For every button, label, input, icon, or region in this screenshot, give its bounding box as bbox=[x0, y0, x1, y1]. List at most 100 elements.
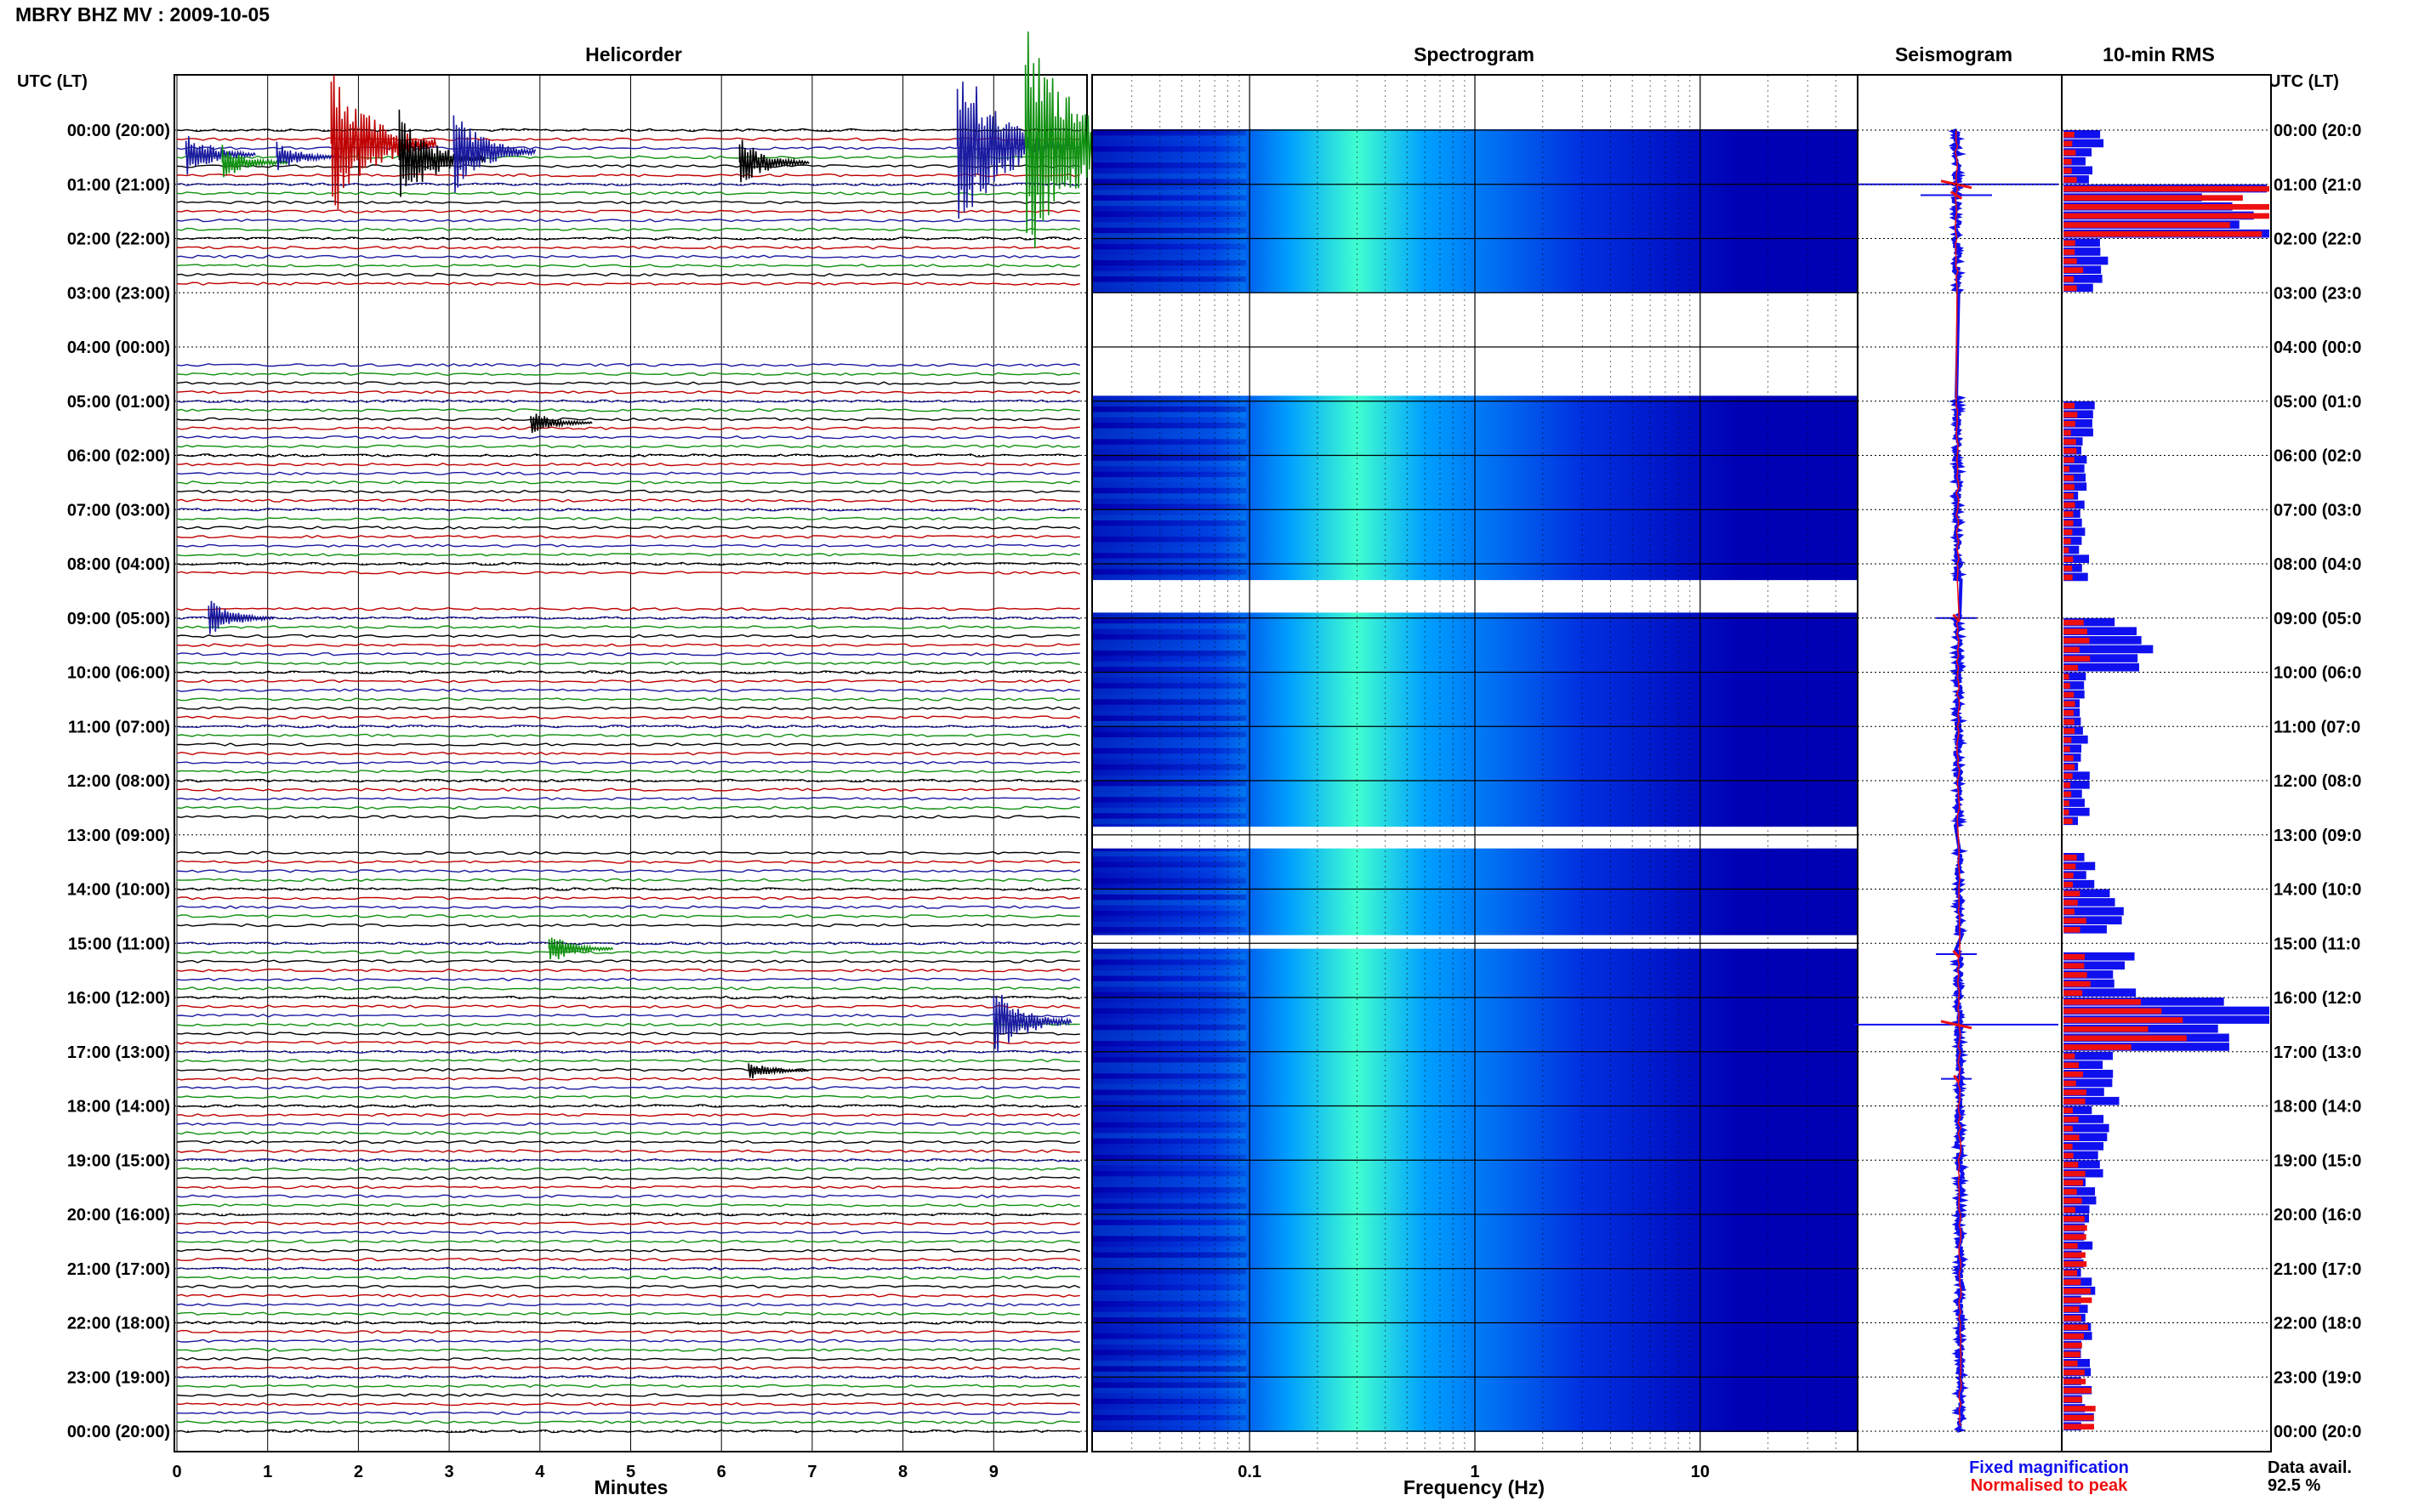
rms-bar-fixed bbox=[2063, 247, 2101, 256]
spectrogram-band bbox=[1093, 948, 1246, 954]
spectrogram-band bbox=[1093, 623, 1246, 629]
rms-bar-normalised bbox=[2063, 140, 2073, 147]
rms-bar-fixed bbox=[2063, 807, 2090, 816]
spectrogram-band bbox=[1093, 677, 1246, 684]
rms-bar-normalised bbox=[2063, 493, 2074, 499]
spectrogram-band bbox=[1093, 211, 1246, 217]
spectrogram-band bbox=[1093, 238, 1246, 244]
rms-bar-fixed bbox=[2063, 916, 2122, 924]
rms-bar-normalised bbox=[2063, 918, 2086, 924]
spectrogram-band bbox=[1093, 1149, 1246, 1155]
spectrogram-band bbox=[1093, 645, 1246, 651]
helicorder-trace bbox=[176, 408, 1080, 412]
spectrogram-band bbox=[1093, 531, 1246, 537]
helicorder-trace bbox=[176, 471, 1080, 475]
spectrogram-band bbox=[1093, 878, 1246, 884]
time-label-right: 05:00 (01:0 bbox=[2274, 393, 2361, 412]
rms-bar-fixed bbox=[2063, 545, 2080, 554]
helicorder-trace bbox=[176, 1321, 1080, 1325]
helicorder-tick-label: 0 bbox=[172, 1463, 181, 1481]
spectrogram-band bbox=[1093, 921, 1246, 928]
rms-bar-fixed bbox=[2063, 419, 2092, 428]
time-label-left: 20:00 (16:00) bbox=[67, 1206, 170, 1225]
spectrogram-band bbox=[1093, 1073, 1246, 1079]
spectrogram-band bbox=[1093, 412, 1246, 418]
helicorder-trace bbox=[176, 1429, 1080, 1434]
helicorder-event bbox=[330, 75, 437, 210]
helicorder-tick-label: 2 bbox=[354, 1463, 363, 1481]
spectrogram-band bbox=[1093, 661, 1246, 668]
helicorder-trace bbox=[176, 1077, 1080, 1081]
seismogram-spike-normalised bbox=[1953, 1074, 1960, 1083]
spectrogram-band bbox=[1093, 249, 1246, 255]
helicorder-trace bbox=[176, 742, 1080, 747]
spectrogram-band bbox=[1093, 911, 1246, 917]
helicorder-trace bbox=[176, 1094, 1080, 1100]
time-label-right: 18:00 (14:0 bbox=[2274, 1098, 2361, 1117]
spectrogram-band bbox=[1093, 206, 1246, 212]
spectrogram-band bbox=[1093, 639, 1246, 645]
spectrogram-band bbox=[1093, 786, 1246, 792]
spectrogram-band bbox=[1093, 1404, 1246, 1410]
rms-bar-normalised bbox=[2063, 574, 2073, 581]
rms-bar-normalised bbox=[2063, 421, 2075, 427]
rms-bar-fixed bbox=[2063, 1060, 2103, 1069]
time-label-left: 15:00 (11:00) bbox=[68, 935, 170, 953]
rms-bar-fixed bbox=[2063, 789, 2082, 799]
time-label-right: 06:00 (02:0 bbox=[2274, 447, 2361, 466]
helicorder-trace bbox=[176, 426, 1080, 430]
rms-bar-normalised bbox=[2063, 1089, 2086, 1095]
rms-bar-normalised bbox=[2063, 240, 2075, 247]
spectrogram-band bbox=[1093, 1219, 1246, 1225]
spectrogram-band bbox=[1093, 162, 1246, 168]
helicorder-trace bbox=[176, 1356, 1080, 1361]
helicorder-trace bbox=[176, 173, 1080, 178]
spectrogram-band bbox=[1093, 1420, 1246, 1426]
rms-bar-normalised bbox=[2063, 484, 2075, 490]
spectrogram-band bbox=[1093, 417, 1246, 423]
rms-bar-fixed bbox=[2063, 1123, 2109, 1133]
rms-bar-normalised bbox=[2063, 276, 2075, 282]
spectrogram-band bbox=[1093, 867, 1246, 873]
rms-bar-normalised bbox=[2063, 566, 2073, 571]
helicorder-trace bbox=[176, 272, 1080, 277]
spectrogram-band bbox=[1093, 200, 1246, 207]
helicorder-trace bbox=[176, 661, 1080, 666]
spectrogram-band bbox=[1093, 667, 1246, 673]
spectrogram-band bbox=[1093, 889, 1246, 895]
rms-bar-normalised bbox=[2063, 150, 2076, 156]
time-label-right: 04:00 (00:0 bbox=[2274, 338, 2361, 357]
rms-bar-normalised bbox=[2063, 818, 2073, 825]
rms-bar-normalised bbox=[2063, 1369, 2085, 1376]
spectrogram-band bbox=[1093, 781, 1246, 787]
utc-right-header: UTC (LT) bbox=[2268, 72, 2339, 91]
rms-bar-normalised bbox=[2063, 710, 2075, 716]
spectrogram-band bbox=[1093, 1144, 1246, 1150]
helicorder-trace bbox=[176, 1384, 1080, 1389]
rms-bar-fixed bbox=[2063, 527, 2086, 537]
rms-bar-normalised bbox=[2063, 1134, 2080, 1140]
helicorder-trace bbox=[176, 797, 1080, 801]
rms-bar-normalised bbox=[2063, 1306, 2080, 1312]
rms-bar-normalised bbox=[2063, 619, 2084, 626]
rms-bar-fixed bbox=[2063, 283, 2093, 293]
rms-bar-normalised bbox=[2063, 1261, 2087, 1267]
spectrogram-band bbox=[1093, 130, 1246, 136]
spectrogram-band bbox=[1093, 406, 1246, 412]
helicorder-event bbox=[993, 994, 1073, 1053]
legend-normalised-to-peak: Normalised to peak bbox=[1971, 1476, 2128, 1495]
spectrogram-band bbox=[1093, 688, 1246, 694]
rms-bar-normalised bbox=[2063, 701, 2075, 707]
helicorder-trace bbox=[176, 146, 1080, 151]
helicorder-trace bbox=[176, 219, 1080, 223]
spectrogram-band bbox=[1093, 1366, 1246, 1372]
spectrogram-band bbox=[1093, 428, 1246, 434]
rms-bar-normalised bbox=[2063, 1342, 2082, 1349]
spectrogram-band bbox=[1093, 1019, 1246, 1025]
helicorder-tick-label: 9 bbox=[989, 1463, 999, 1481]
rms-bar-fixed bbox=[2063, 166, 2093, 175]
rms-bar-normalised bbox=[2063, 691, 2075, 698]
rms-bar-normalised bbox=[2063, 529, 2073, 536]
rms-bar-fixed bbox=[2063, 156, 2086, 166]
helicorder-tick-label: 7 bbox=[807, 1463, 817, 1481]
